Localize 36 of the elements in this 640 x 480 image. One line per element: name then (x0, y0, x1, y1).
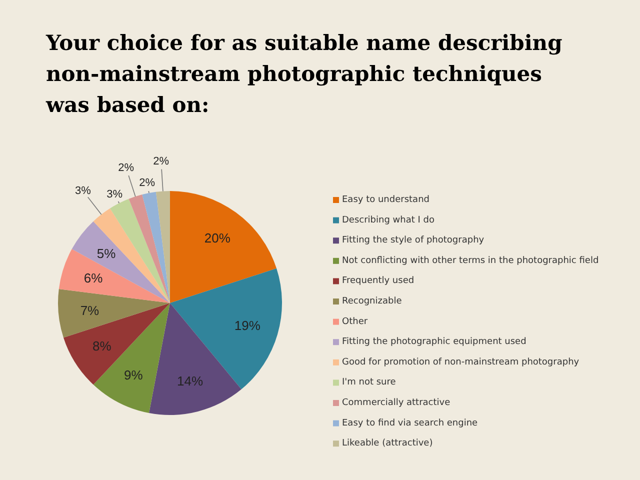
data-label: 3% (106, 188, 123, 200)
legend-label: Recognizable (342, 296, 402, 306)
data-label: 2% (139, 177, 156, 190)
data-label: 7% (80, 303, 100, 318)
chart-title: Your choice for as suitable name describing non-mainstream photographic techniques was based on: (45, 30, 563, 117)
data-label: 2% (153, 155, 170, 168)
legend-label: Other (342, 316, 368, 327)
pie-slice (72, 221, 170, 303)
legend-label: I'm not sure (342, 378, 396, 388)
pie-slice (58, 288, 170, 338)
legend-label: Describing what I do (342, 215, 435, 226)
legend-label: Good for promotion of non-mainstream photography (342, 357, 580, 368)
pie-slice (142, 192, 170, 303)
legend-label: Likeable (attractive) (342, 438, 433, 449)
data-label: 3% (75, 184, 92, 197)
legend-label: Not conflicting with other terms in the photographic field (342, 256, 599, 266)
data-label: 2% (118, 162, 134, 174)
pie-slice (58, 249, 170, 303)
pie-slice (128, 194, 170, 303)
data-label: 5% (96, 246, 116, 262)
data-label: 19% (234, 318, 261, 333)
data-label: 8% (92, 338, 112, 354)
legend-label: Fitting the style of photography (342, 236, 485, 246)
pie-slice (63, 303, 170, 385)
data-label: 14% (177, 374, 204, 389)
legend-label: Commercially attractive (342, 398, 451, 408)
pie-slice (156, 191, 170, 303)
data-label: 20% (204, 230, 231, 246)
legend-label: Easy to understand (342, 195, 430, 205)
pie-slice (170, 191, 277, 303)
data-label: 9% (124, 367, 144, 382)
pie-slice (170, 268, 282, 390)
legend-label: Frequently used (342, 276, 414, 286)
legend-label: Easy to find via search engine (342, 418, 478, 428)
legend-label: Fitting the photographic equipment used (342, 337, 526, 348)
data-label: 6% (84, 270, 104, 286)
